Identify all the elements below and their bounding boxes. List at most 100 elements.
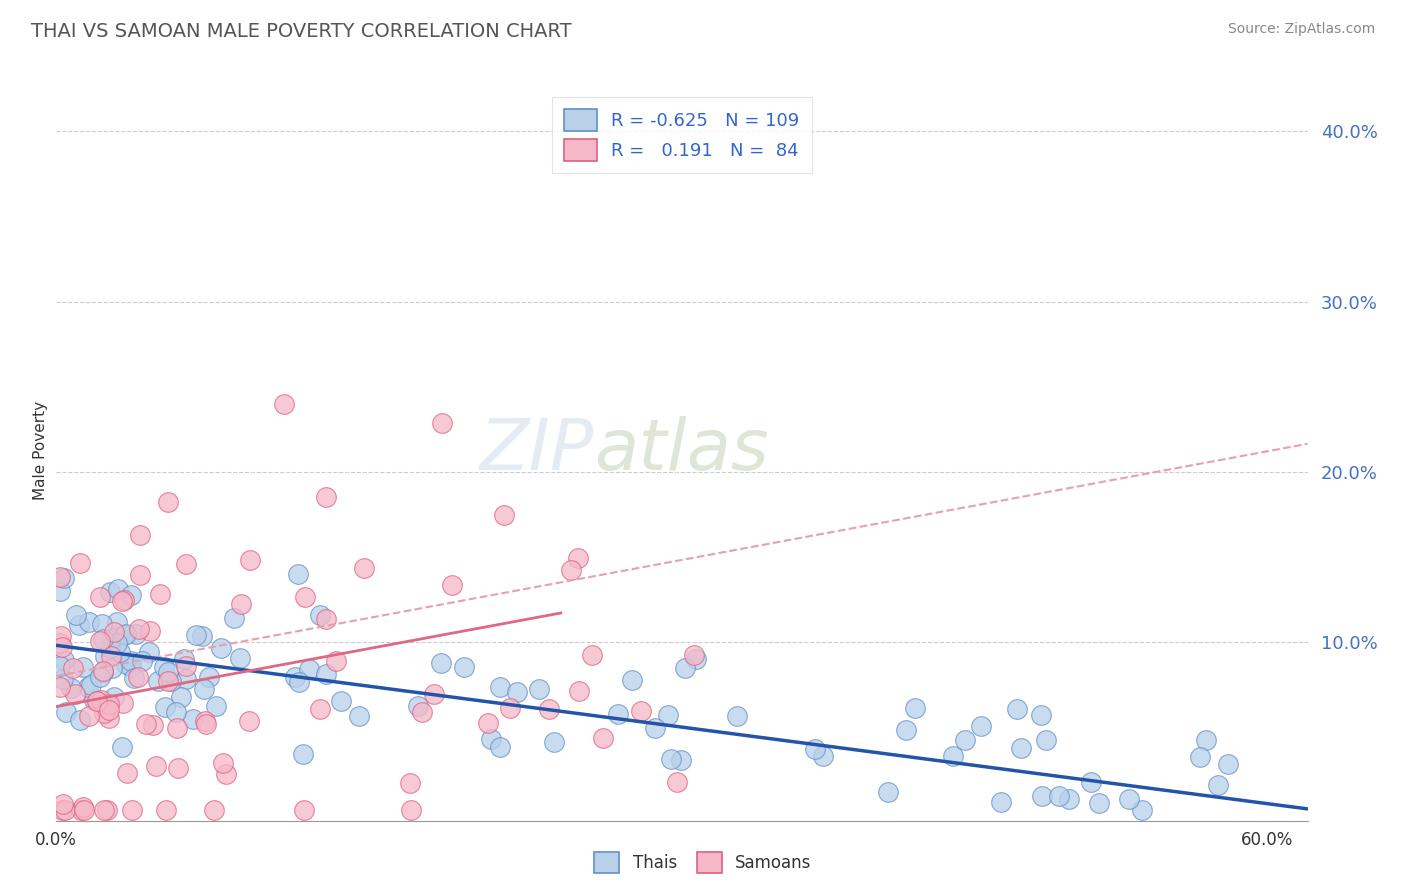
Thais	[1031, 708, 1053, 723]
Thais	[1049, 789, 1071, 804]
Thais	[620, 673, 643, 688]
Samoans	[401, 804, 423, 818]
Samoans	[49, 570, 72, 584]
Thais	[153, 700, 176, 714]
Thais	[146, 674, 169, 689]
Thais	[191, 629, 214, 643]
Samoans	[127, 670, 149, 684]
Thais	[174, 673, 197, 687]
Thais	[67, 618, 90, 632]
Thais	[673, 660, 696, 674]
Samoans	[51, 629, 73, 643]
Samoans	[139, 624, 162, 638]
Thais	[1118, 791, 1140, 805]
Samoans	[128, 622, 150, 636]
Samoans	[560, 562, 582, 576]
Thais	[1188, 749, 1211, 764]
Samoans	[65, 687, 87, 701]
Samoans	[399, 775, 422, 789]
Samoans	[325, 654, 347, 668]
Thais	[101, 631, 124, 645]
Thais	[79, 678, 101, 692]
Samoans	[97, 703, 120, 717]
Text: Source: ZipAtlas.com: Source: ZipAtlas.com	[1227, 22, 1375, 37]
Thais	[124, 671, 146, 685]
Samoans	[156, 674, 179, 689]
Thais	[288, 674, 311, 689]
Thais	[166, 705, 188, 719]
Thais	[284, 670, 307, 684]
Samoans	[292, 804, 315, 818]
Samoans	[666, 774, 689, 789]
Thais	[606, 707, 628, 722]
Samoans	[91, 664, 114, 678]
Thais	[186, 628, 208, 642]
Samoans	[115, 765, 138, 780]
Thais	[98, 640, 121, 655]
Thais	[298, 662, 321, 676]
Thais	[120, 660, 142, 674]
Samoans	[51, 804, 73, 818]
Thais	[1010, 741, 1032, 756]
Thais	[111, 740, 134, 755]
Samoans	[89, 693, 111, 707]
Samoans	[103, 624, 125, 639]
Thais	[193, 681, 215, 696]
Thais	[877, 785, 900, 799]
Samoans	[167, 761, 190, 775]
Samoans	[128, 527, 150, 541]
Thais	[59, 681, 82, 695]
Samoans	[145, 759, 167, 773]
Thais	[125, 626, 148, 640]
Thais	[644, 721, 666, 735]
Samoans	[93, 804, 115, 818]
Thais	[671, 753, 693, 767]
Samoans	[86, 693, 108, 707]
Thais	[1007, 701, 1029, 715]
Samoans	[166, 722, 188, 736]
Thais	[315, 667, 337, 681]
Thais	[160, 674, 183, 689]
Samoans	[239, 553, 262, 567]
Samoans	[432, 416, 454, 430]
Thais	[76, 680, 98, 694]
Thais	[725, 709, 748, 723]
Samoans	[89, 591, 111, 605]
Thais	[52, 571, 75, 585]
Thais	[1218, 756, 1240, 771]
Thais	[657, 708, 679, 723]
Legend: R = -0.625   N = 109, R =   0.191   N =  84: R = -0.625 N = 109, R = 0.191 N = 84	[551, 96, 813, 173]
Thais	[198, 670, 221, 684]
Samoans	[231, 598, 253, 612]
Samoans	[309, 701, 332, 715]
Thais	[91, 665, 114, 680]
Thais	[1035, 733, 1057, 747]
Thais	[115, 657, 138, 672]
Thais	[406, 698, 429, 713]
Thais	[1088, 797, 1111, 811]
Thais	[105, 636, 128, 650]
Samoans	[129, 568, 152, 582]
Thais	[309, 607, 332, 622]
Thais	[904, 700, 927, 714]
Samoans	[294, 590, 316, 604]
Thais	[969, 719, 991, 733]
Thais	[1195, 732, 1218, 747]
Samoans	[315, 612, 337, 626]
Samoans	[592, 731, 614, 745]
Thais	[347, 709, 370, 723]
Samoans	[100, 649, 122, 664]
Samoans	[194, 714, 217, 728]
Samoans	[630, 704, 652, 718]
Samoans	[568, 684, 591, 698]
Thais	[205, 698, 228, 713]
Thais	[506, 685, 529, 699]
Samoans	[238, 714, 260, 728]
Thais	[685, 652, 707, 666]
Samoans	[142, 718, 165, 732]
Thais	[543, 735, 565, 749]
Thais	[990, 795, 1012, 809]
Thais	[1206, 778, 1229, 792]
Thais	[52, 672, 75, 686]
Thais	[91, 632, 114, 646]
